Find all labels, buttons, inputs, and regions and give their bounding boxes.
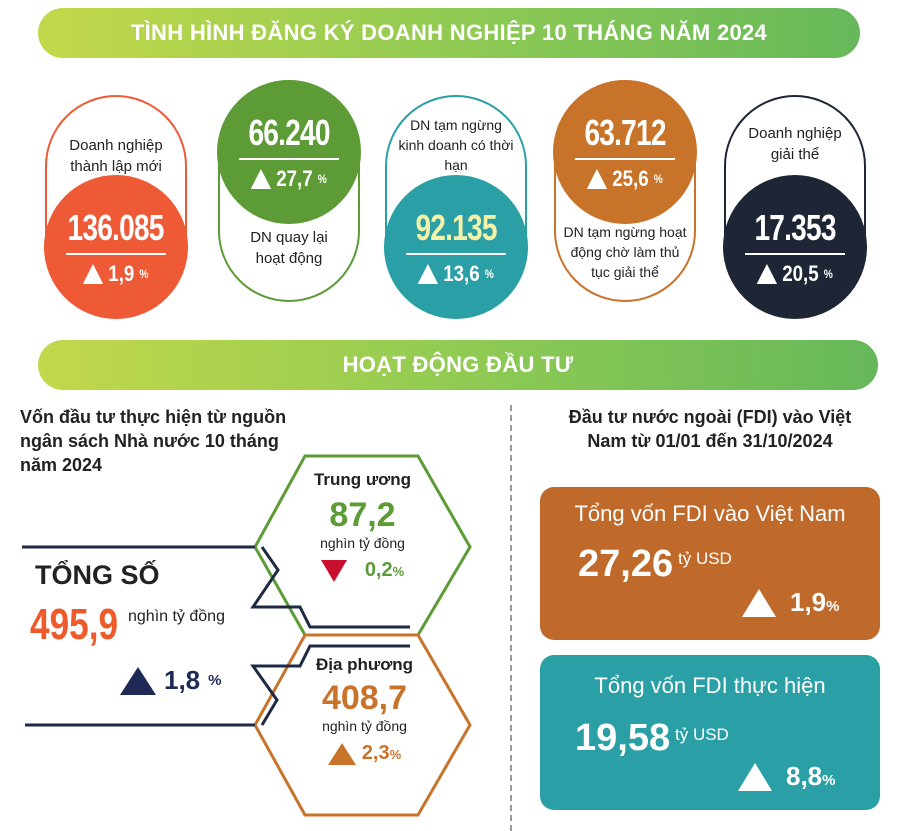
fdi-box-unit: tỷ USD xyxy=(675,725,729,744)
local-label: Địa phương xyxy=(315,655,414,674)
pct-sign: % xyxy=(208,672,222,689)
fdi-box-value: 27,26 xyxy=(578,543,674,585)
card-suspended-enterprises: DN tạm ngừng kinh doanh có thời hạn 92.1… xyxy=(384,95,528,319)
up-arrow-icon xyxy=(738,762,772,791)
pct-sign: % xyxy=(823,267,834,281)
card-label: DN tạm ngừng kinh doanh có thời hạn xyxy=(398,117,514,173)
fdi-box-label: Tổng vốn FDI thực hiện xyxy=(594,673,826,698)
up-arrow-icon xyxy=(83,264,104,284)
fdi-box-change: 8,8 xyxy=(786,761,823,791)
card-change: 1,9 xyxy=(108,261,135,286)
hexagon-local xyxy=(253,633,472,817)
card-label: DN tạm ngừng hoạt động chờ làm thủ tục g… xyxy=(563,224,687,280)
pct-sign: % xyxy=(392,564,405,579)
card-value: 136.085 xyxy=(67,207,165,248)
local-value: 408,7 xyxy=(321,679,408,717)
card-value: 92.135 xyxy=(415,207,497,248)
central-label: Trung ương xyxy=(313,470,412,489)
section-banner-investment: HOẠT ĐỘNG ĐẦU TƯ xyxy=(38,340,878,390)
total-value: 495,9 xyxy=(30,600,119,649)
pct-sign: % xyxy=(317,172,328,186)
budget-title: Vốn đầu tư thực hiện từ nguồn ngân sách … xyxy=(20,407,287,475)
card-pending-dissolution: 63.712 25,6% DN tạm ngừng hoạt động chờ … xyxy=(553,80,697,302)
divider xyxy=(510,405,512,831)
pct-sign: % xyxy=(139,267,149,281)
section-banner-registration: TÌNH HÌNH ĐĂNG KÝ DOANH NGHIỆP 10 THÁNG … xyxy=(38,8,860,58)
central-unit: nghìn tỷ đồng xyxy=(320,535,405,551)
up-arrow-icon xyxy=(417,264,439,284)
card-value: 17.353 xyxy=(754,207,836,248)
connector-lines xyxy=(22,545,410,727)
fdi-box-value: 19,58 xyxy=(575,717,671,759)
card-value: 66.240 xyxy=(248,112,330,153)
card-change: 13,6 xyxy=(443,261,480,286)
down-arrow-icon xyxy=(320,559,347,582)
up-arrow-icon xyxy=(586,169,608,189)
total-unit: nghìn tỷ đồng xyxy=(128,608,225,625)
local-change: 2,3 xyxy=(361,742,390,764)
total-label: TỔNG SỐ xyxy=(35,560,160,590)
card-resumed-enterprises: 66.240 27,7% DN quay lại hoạt động xyxy=(217,80,361,302)
local-budget: Địa phương 408,7 nghìn tỷ đồng 2,3% xyxy=(302,655,427,765)
central-budget: Trung ương 87,2 nghìn tỷ đồng 0,2% xyxy=(300,470,425,582)
total-change-value: 1,8 xyxy=(164,665,201,695)
central-value: 87,2 xyxy=(329,496,396,534)
fdi-box-change: 1,9 xyxy=(790,587,827,617)
up-arrow-icon xyxy=(120,666,156,695)
pct-sign: % xyxy=(822,772,836,789)
central-change: 0,2 xyxy=(364,559,393,581)
card-value: 63.712 xyxy=(584,112,666,153)
card-dissolved-enterprises: Doanh nghiệp giải thể 17.353 20,5% xyxy=(723,95,867,319)
pct-sign: % xyxy=(653,172,664,186)
pct-sign: % xyxy=(389,747,402,762)
card-change: 25,6 xyxy=(612,166,649,191)
card-new-enterprises: Doanh nghiệp thành lập mới 136.085 1,9% xyxy=(44,95,188,319)
local-unit: nghìn tỷ đồng xyxy=(322,718,407,734)
up-arrow-icon xyxy=(756,264,778,284)
fdi-total-box: Tổng vốn FDI vào Việt Nam 27,26 tỷ USD 1… xyxy=(540,487,880,640)
fdi-implemented-box: Tổng vốn FDI thực hiện 19,58 tỷ USD 8,8% xyxy=(540,655,880,810)
fdi-title: Đầu tư nước ngoài (FDI) vào Việt Nam từ … xyxy=(568,407,852,451)
card-label: Doanh nghiệp giải thể xyxy=(748,125,842,163)
card-label: Doanh nghiệp thành lập mới xyxy=(69,137,163,175)
up-arrow-icon xyxy=(327,742,356,765)
up-arrow-icon xyxy=(742,588,776,617)
fdi-box-label: Tổng vốn FDI vào Việt Nam xyxy=(574,501,846,526)
card-label: DN quay lại hoạt động xyxy=(250,229,328,267)
card-change: 27,7 xyxy=(276,166,313,191)
pct-sign: % xyxy=(826,598,840,615)
fdi-box-unit: tỷ USD xyxy=(678,549,732,568)
total-change: 1,8% xyxy=(120,665,222,696)
card-change: 20,5 xyxy=(782,261,819,286)
pct-sign: % xyxy=(484,267,495,281)
up-arrow-icon xyxy=(250,169,272,189)
